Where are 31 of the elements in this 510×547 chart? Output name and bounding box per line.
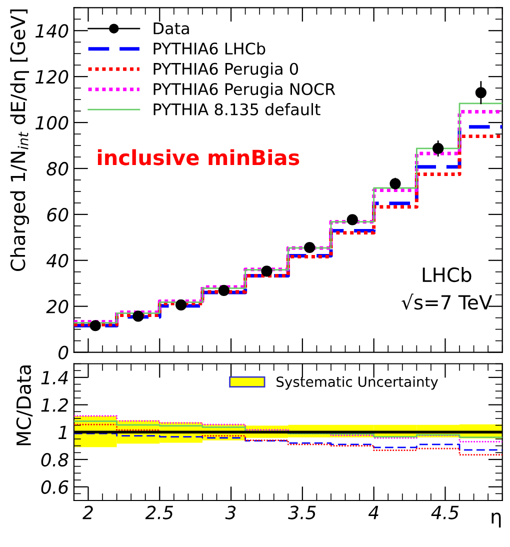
y-tick-label: 1 — [58, 426, 66, 439]
x-tick-label: 4.5 — [431, 506, 459, 520]
legend-label: PYTHIA6 LHCb — [154, 42, 266, 55]
y-tick-label: 0 — [58, 346, 68, 360]
x-axis-title: η — [492, 512, 501, 528]
y-axis-title: MC/Data — [16, 366, 33, 446]
y-tick-label: 60 — [47, 208, 68, 222]
y-tick-label: 0.6 — [41, 480, 68, 494]
y-axis-title: Charged 1/N$_{int}$ dE/dη [GeV] — [10, 9, 30, 272]
y-tick-label: 40 — [46, 254, 68, 268]
x-tick-label: 3.5 — [288, 506, 316, 520]
x-tick-label: 2.5 — [145, 506, 173, 520]
annotation: LHCb — [422, 267, 472, 282]
y-tick-label: 1.4 — [41, 371, 68, 384]
x-tick-label: 4 — [368, 506, 378, 520]
y-tick-label: 1.2 — [41, 398, 68, 412]
y-tick-label: 140 — [36, 24, 68, 38]
y-tick-label: 80 — [46, 162, 68, 176]
y-tick-label: 0.8 — [41, 452, 68, 467]
x-tick-label: 3 — [225, 506, 236, 520]
annotation: inclusive minBias — [98, 149, 300, 166]
y-tick-label: 120 — [36, 70, 68, 84]
y-tick-label: 100 — [36, 116, 68, 130]
x-tick-label: 2 — [82, 506, 93, 520]
legend-label: Systematic Uncertainty — [276, 376, 438, 390]
annotation: √s=7 TeV — [402, 294, 492, 310]
legend-label: Data — [154, 22, 189, 34]
legend-label: PYTHIA 8.135 default — [154, 103, 320, 116]
legend-label: PYTHIA6 Perugia NOCR — [154, 82, 336, 98]
legend-label: PYTHIA6 Perugia 0 — [154, 62, 298, 78]
y-tick-label: 20 — [46, 300, 68, 314]
